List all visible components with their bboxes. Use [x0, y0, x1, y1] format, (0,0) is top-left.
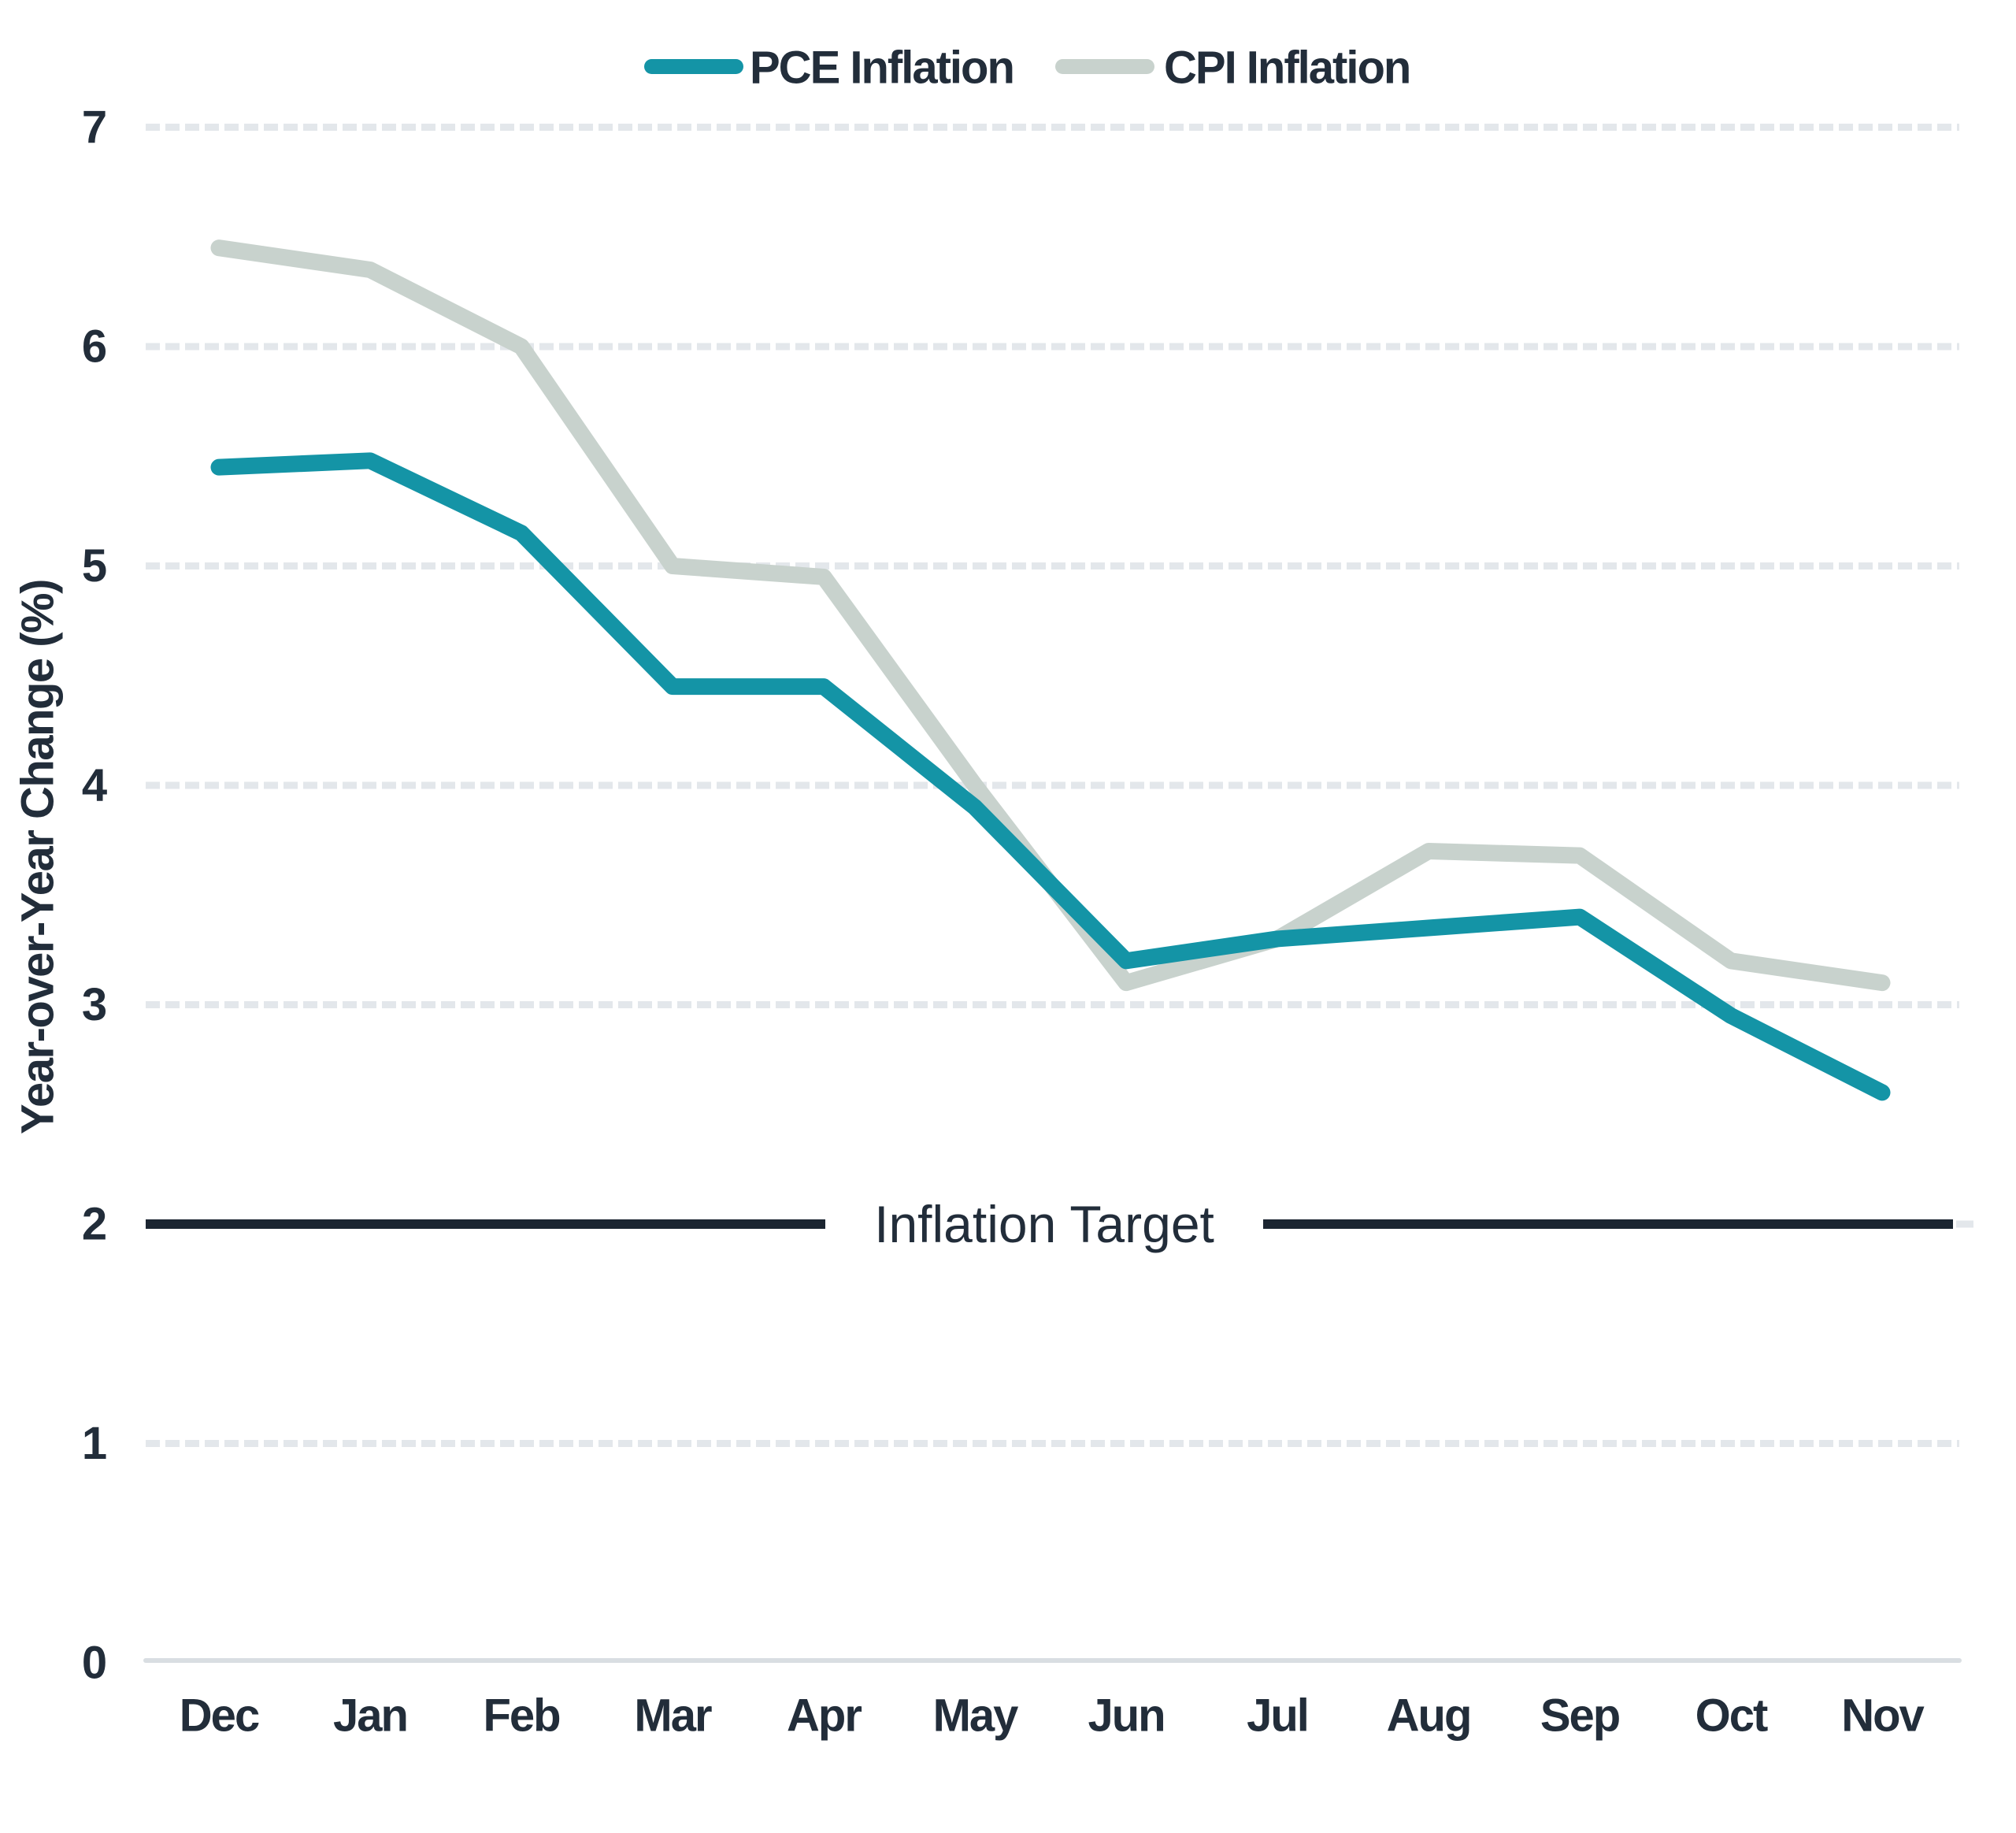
pce-inflation-line: [210, 452, 1891, 1101]
gridlines-layer: [143, 124, 1962, 1663]
legend: PCE Inflation CPI Inflation: [644, 43, 1411, 94]
y-tick-label-6: 6: [82, 321, 106, 373]
x-tick-label-oct: Oct: [1695, 1690, 1768, 1742]
x-tick-label-apr: Apr: [787, 1690, 862, 1742]
y-tick-label-4: 4: [82, 760, 107, 811]
series-layer: [210, 239, 1891, 1101]
inflation-target-label-box: [825, 1188, 1263, 1259]
x-tick-label-may: May: [933, 1690, 1019, 1742]
x-tick-label-dec: Dec: [180, 1690, 259, 1742]
x-tick-label-jul: Jul: [1247, 1690, 1308, 1742]
y-tick-label-7: 7: [82, 102, 106, 153]
x-tick-label-jun: Jun: [1088, 1690, 1164, 1742]
x-tick-label-sep: Sep: [1540, 1690, 1620, 1742]
x-tick-label-jan: Jan: [333, 1690, 407, 1742]
y-tick-label-2: 2: [82, 1199, 106, 1250]
y-tick-label-0: 0: [82, 1638, 106, 1689]
x-tick-label-mar: Mar: [634, 1690, 712, 1742]
pce-legend-swatch-icon: [644, 59, 743, 74]
pce-legend-label: PCE Inflation: [750, 43, 1014, 94]
tick-labels-layer: 0 1 2 3 4 5 6 7 Dec Jan Feb Mar Apr May Jun Jul Aug Sep Oc…: [82, 102, 1926, 1742]
y-tick-label-3: 3: [82, 979, 106, 1030]
y-tick-label-1: 1: [82, 1418, 106, 1469]
cpi-legend-swatch-icon: [1055, 59, 1154, 74]
y-tick-label-5: 5: [82, 540, 106, 592]
inflation-target-label: Inflation Target: [874, 1195, 1214, 1253]
x-tick-label-nov: Nov: [1841, 1690, 1924, 1742]
x-tick-label-aug: Aug: [1387, 1690, 1471, 1742]
x-tick-label-feb: Feb: [483, 1690, 560, 1742]
y-axis-title: Year-over-Year Change (%): [13, 580, 64, 1134]
cpi-legend-label: CPI Inflation: [1164, 43, 1410, 94]
annotation-layer: Inflation Target: [825, 1188, 1263, 1259]
